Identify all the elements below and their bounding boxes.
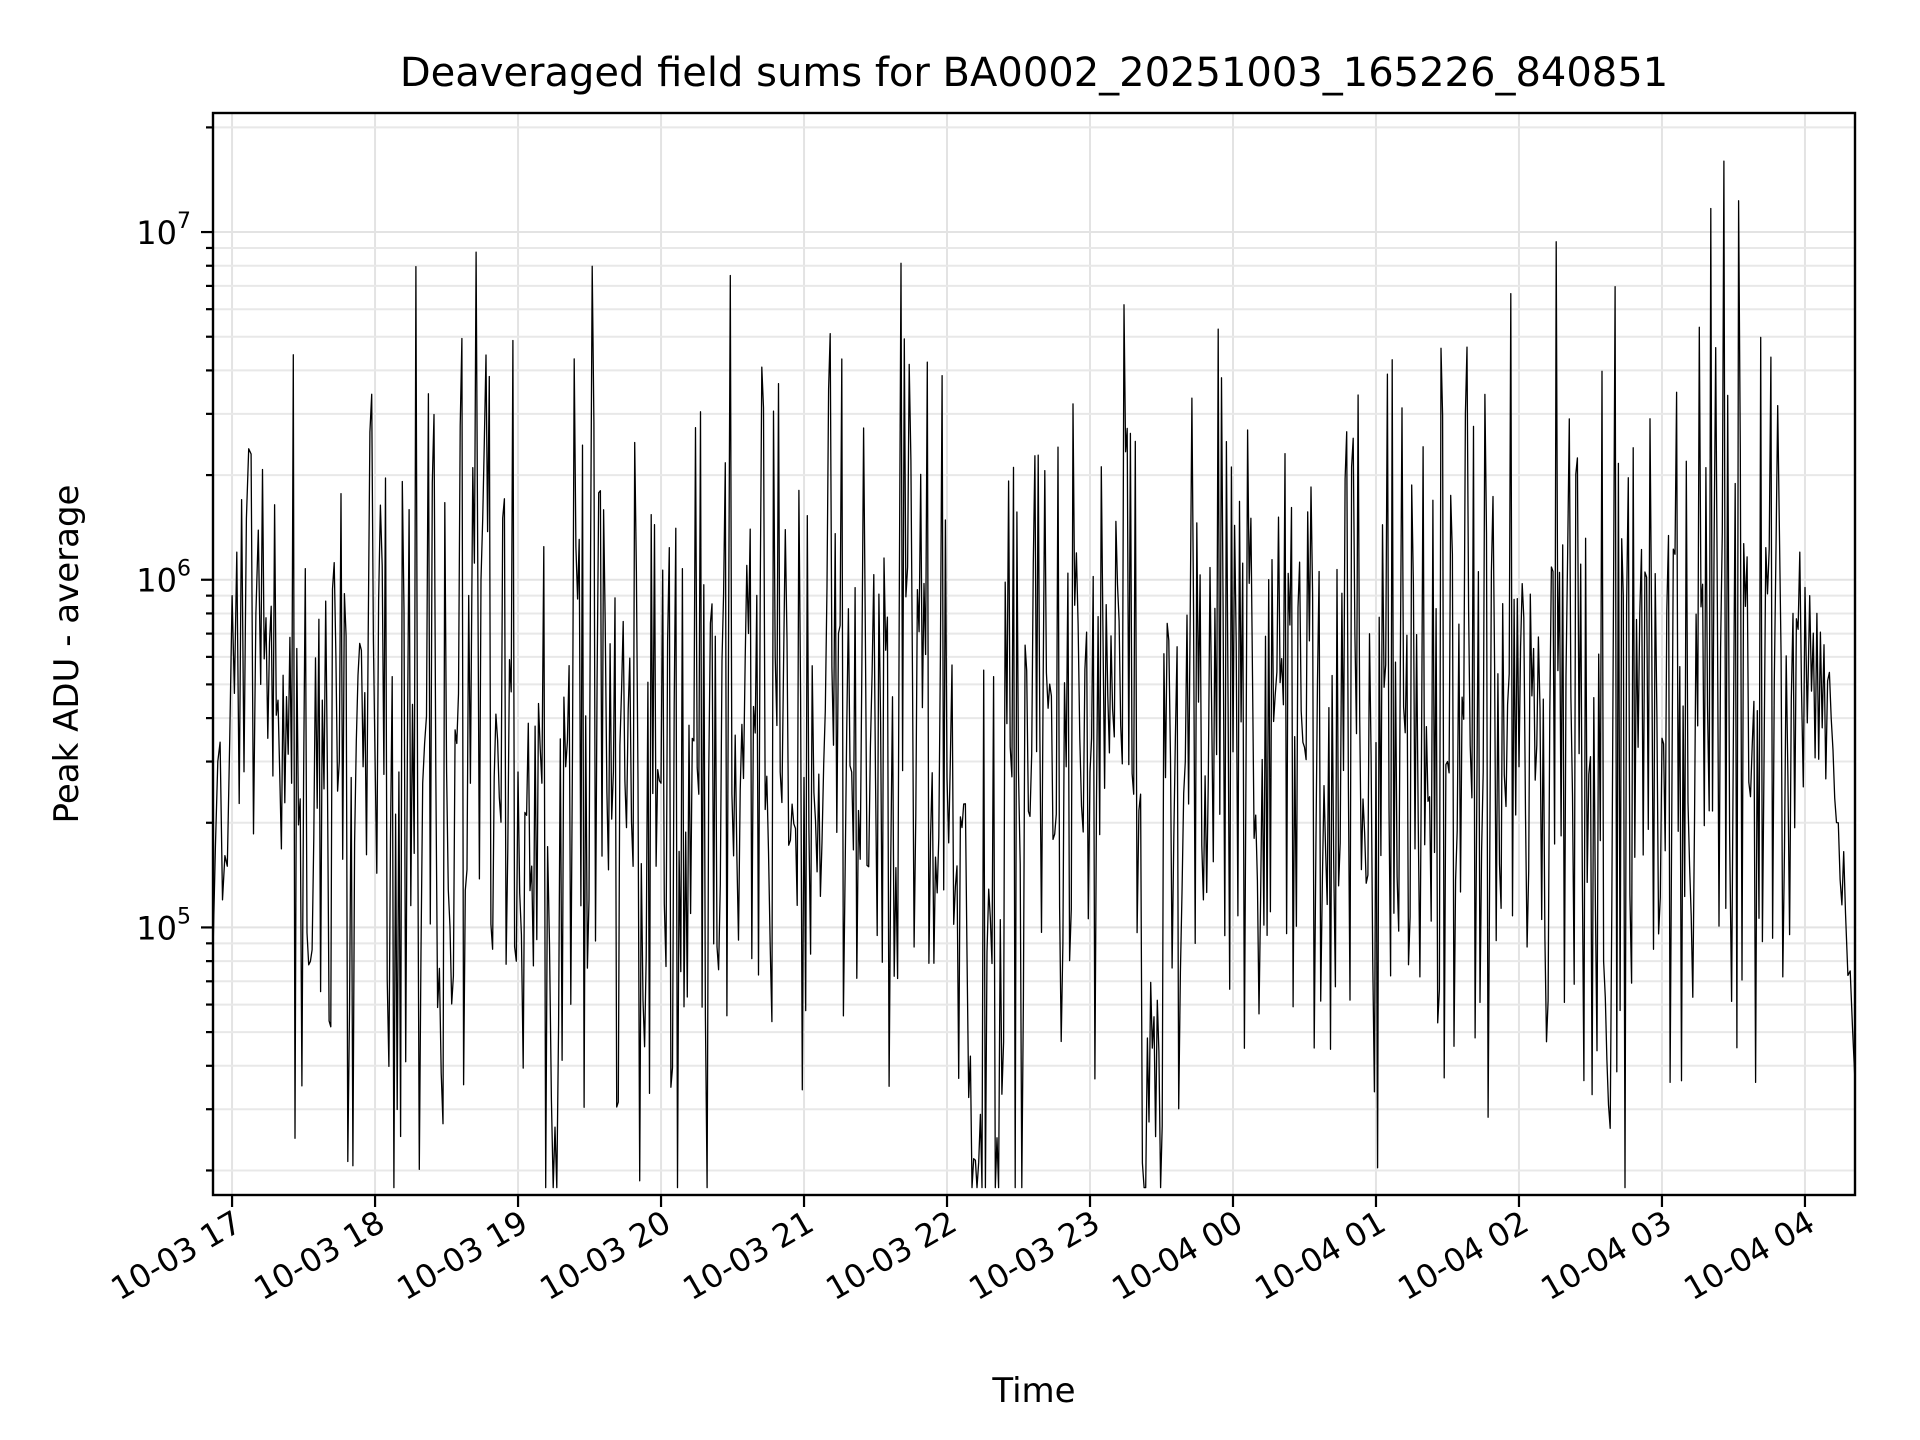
x-tick-label: 10-04 03 bbox=[1534, 1203, 1678, 1308]
chart-title: Deaveraged field sums for BA0002_2025100… bbox=[400, 50, 1668, 96]
x-tick-label: 10-04 02 bbox=[1391, 1203, 1535, 1308]
x-tick-label: 10-03 19 bbox=[390, 1203, 534, 1308]
y-tick-label: 105 bbox=[136, 904, 191, 947]
y-tick-label: 106 bbox=[136, 557, 191, 600]
x-tick-label: 10-03 20 bbox=[533, 1203, 677, 1308]
plot-frame bbox=[211, 111, 1857, 1197]
x-tick-label: 10-03 17 bbox=[104, 1203, 248, 1308]
x-tick-label: 10-03 21 bbox=[676, 1203, 820, 1308]
x-tick-label: 10-03 22 bbox=[819, 1203, 963, 1308]
x-tick-label: 10-04 04 bbox=[1677, 1203, 1821, 1308]
x-tick-label: 10-03 18 bbox=[247, 1203, 391, 1308]
y-tick-label: 107 bbox=[136, 209, 191, 252]
x-axis-label: Time bbox=[991, 1371, 1075, 1411]
y-axis-label: Peak ADU - average bbox=[47, 485, 87, 824]
x-tick-label: 10-03 23 bbox=[962, 1203, 1106, 1308]
x-tick-label: 10-04 00 bbox=[1105, 1203, 1249, 1308]
series-layer bbox=[212, 160, 1856, 1189]
series-line bbox=[212, 160, 1856, 1189]
x-tick-label: 10-04 01 bbox=[1248, 1203, 1392, 1308]
